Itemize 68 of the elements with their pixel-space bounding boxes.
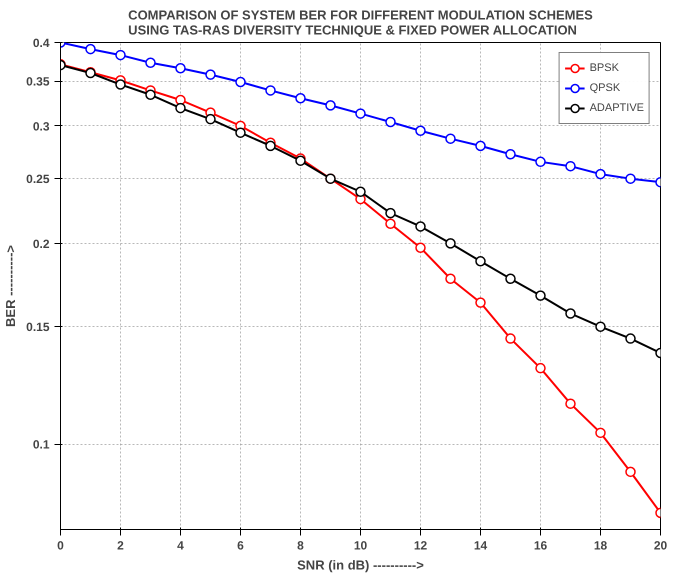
- point: [475, 140, 486, 152]
- point: [595, 168, 606, 180]
- x-tick-label: 4: [177, 538, 184, 552]
- x-tick-label: 12: [414, 538, 428, 552]
- point: [295, 93, 306, 104]
- point: [565, 160, 576, 172]
- point: [445, 238, 456, 249]
- point: [625, 333, 636, 344]
- point: [445, 133, 456, 144]
- point: [265, 85, 276, 96]
- point: [115, 79, 126, 90]
- point: [85, 44, 96, 54]
- point: [385, 208, 396, 218]
- point: [325, 100, 336, 111]
- point: [415, 242, 426, 253]
- y-tick-label: 0.4: [32, 36, 50, 50]
- point: [535, 290, 546, 301]
- x-tick-label: 20: [654, 538, 668, 552]
- point: [505, 149, 516, 160]
- point: [115, 50, 126, 60]
- point: [445, 274, 456, 284]
- point: [205, 69, 216, 80]
- chart-title: COMPARISON OF SYSTEM BER FOR DIFFERENT MODULATION SCHEMES USING TAS-RAS DIVERSITY TECHNIQUE & FIXED POWER ALLOCATION: [128, 8, 594, 38]
- x-axis-title: SNR (in dB) ---------->: [297, 558, 424, 572]
- point: [235, 127, 246, 138]
- point: [535, 156, 546, 168]
- point: [625, 173, 636, 184]
- point: [595, 428, 606, 438]
- y-tick-label: 0.2: [32, 236, 50, 251]
- y-tick-label: 0.35: [26, 74, 50, 89]
- point: [415, 125, 426, 136]
- point: [355, 186, 366, 197]
- point: [565, 308, 576, 319]
- x-tick-label: 2: [117, 538, 124, 552]
- point: [415, 221, 426, 232]
- x-tick-label: 16: [534, 538, 548, 552]
- legend-label: ADAPTIVE: [590, 102, 644, 114]
- point: [385, 218, 396, 229]
- x-tick-label: 6: [237, 538, 244, 552]
- point: [625, 466, 636, 478]
- point: [145, 58, 156, 68]
- point: [175, 63, 186, 74]
- legend-label: QPSK: [590, 82, 620, 94]
- point: [475, 256, 486, 267]
- point: [475, 297, 486, 308]
- legend-label: BPSK: [590, 62, 619, 74]
- y-tick-label: 0.25: [26, 172, 50, 186]
- x-tick-label: 14: [474, 538, 488, 552]
- x-tick-label: 8: [297, 538, 304, 552]
- point: [385, 116, 396, 128]
- point: [565, 398, 576, 409]
- y-axis-title: BER ---------->: [3, 244, 18, 327]
- point: [505, 274, 516, 284]
- point: [535, 362, 546, 374]
- point: [205, 114, 216, 124]
- x-tick-label: 18: [594, 538, 608, 552]
- point: [505, 333, 516, 344]
- y-tick-label: 0.15: [26, 320, 50, 334]
- point: [355, 108, 366, 119]
- y-tick-label: 0.3: [32, 119, 50, 134]
- point: [145, 90, 156, 100]
- point: [175, 102, 186, 114]
- x-tick-label: 0: [57, 538, 64, 552]
- y-tick-label: 0.1: [32, 438, 50, 452]
- point: [235, 76, 246, 88]
- point: [265, 140, 276, 152]
- x-tick-label: 10: [354, 538, 368, 552]
- point: [595, 321, 606, 332]
